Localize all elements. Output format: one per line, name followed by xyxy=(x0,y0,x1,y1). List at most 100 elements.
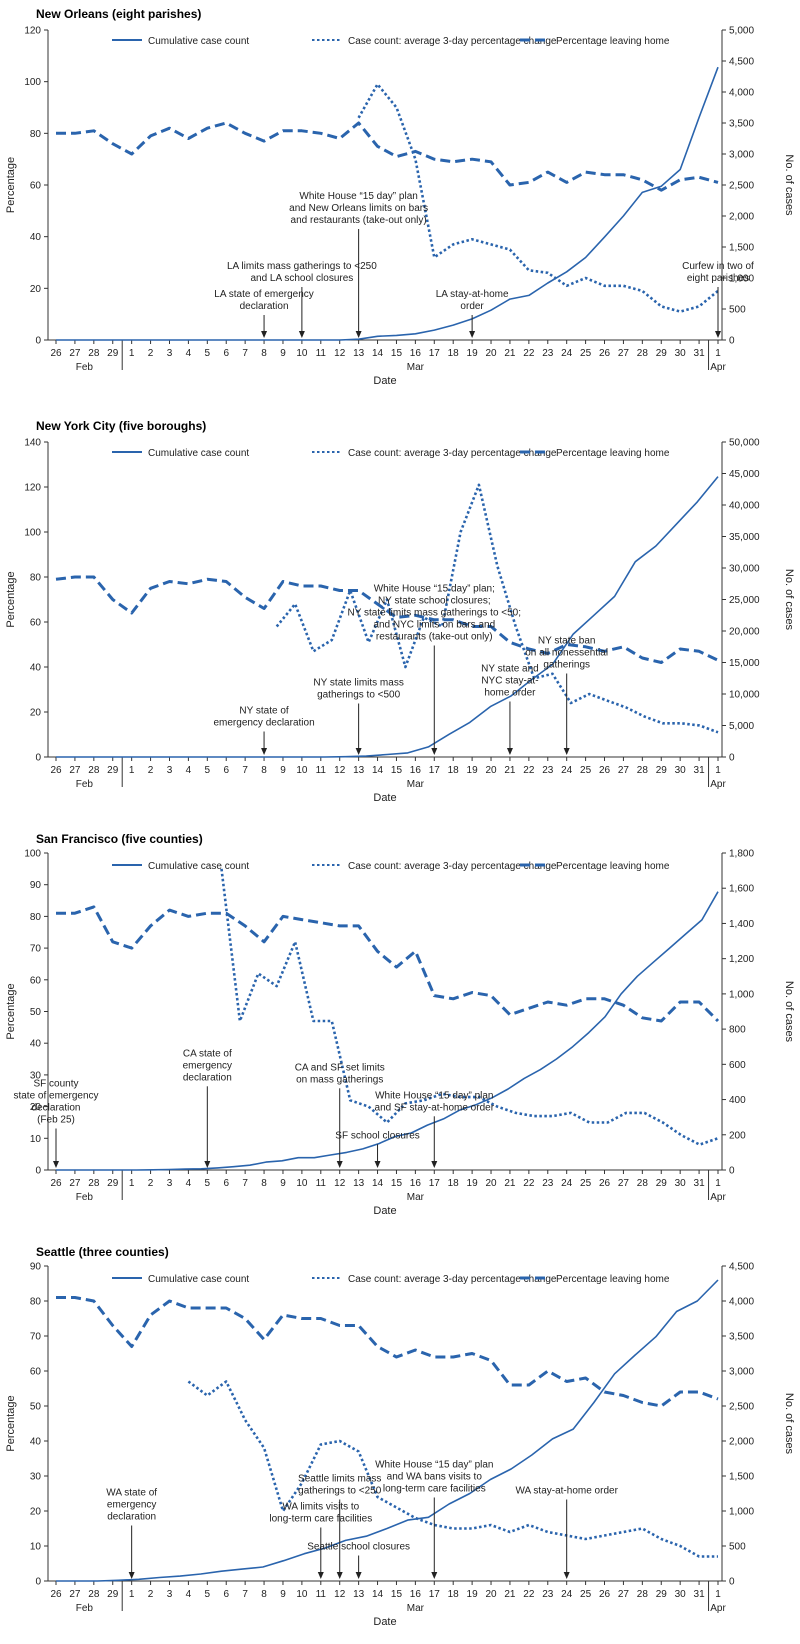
annotation-text: NY state of xyxy=(239,706,289,717)
month-label-mar: Mar xyxy=(407,362,425,373)
annotation-text: SF county xyxy=(33,1078,78,1089)
annotation-arrowhead xyxy=(53,1161,59,1168)
annotation-arrowhead xyxy=(431,748,438,755)
annotation-arrowhead xyxy=(317,1572,324,1579)
x-tick-label: 26 xyxy=(599,765,611,776)
x-tick-label: 31 xyxy=(694,1178,706,1189)
y-tick-label: 80 xyxy=(30,129,42,140)
y2-tick-label: 40,000 xyxy=(729,501,760,512)
y2-tick-label: 1,500 xyxy=(729,243,754,254)
month-label-apr: Apr xyxy=(710,779,726,790)
event-annotation: Seattle school closures xyxy=(307,1542,410,1579)
x-tick-label: 16 xyxy=(410,1589,422,1600)
x-tick-label: 29 xyxy=(107,765,119,776)
x-tick-label: 14 xyxy=(372,348,384,359)
y2-tick-label: 3,000 xyxy=(729,1367,754,1378)
annotation-text: CA state of xyxy=(183,1048,232,1059)
y2-tick-label: 500 xyxy=(729,1542,746,1553)
y2-tick-label: 50,000 xyxy=(729,438,760,449)
x-tick-label: 16 xyxy=(410,765,422,776)
x-tick-label: 3 xyxy=(167,348,173,359)
x-tick-label: 4 xyxy=(186,1178,192,1189)
y-tick-label: 20 xyxy=(30,1102,42,1113)
annotation-text: WA stay-at-home order xyxy=(515,1486,618,1497)
x-tick-label: 28 xyxy=(637,1178,649,1189)
y2-tick-label: 4,000 xyxy=(729,88,754,99)
event-annotation: SF school closures xyxy=(335,1130,420,1168)
x-tick-label: 3 xyxy=(167,1589,173,1600)
event-annotation: White House “15 day” plan;NY state schoo… xyxy=(348,584,521,755)
y-tick-label: 0 xyxy=(35,1166,41,1177)
x-tick-label: 18 xyxy=(448,765,460,776)
x-tick-label: 12 xyxy=(334,1178,346,1189)
x-tick-label: 30 xyxy=(675,348,687,359)
x-tick-label: 1 xyxy=(715,1178,721,1189)
x-tick-label: 26 xyxy=(599,1589,611,1600)
annotation-text: and New Orleans limits on bars xyxy=(289,203,428,214)
x-tick-label: 27 xyxy=(69,765,81,776)
legend-label: Percentage leaving home xyxy=(556,36,670,47)
x-tick-label: 15 xyxy=(391,348,403,359)
x-tick-label: 16 xyxy=(410,348,422,359)
annotation-arrowhead xyxy=(563,748,570,755)
annotation-text: gatherings to <250 xyxy=(298,1486,382,1497)
month-label-feb: Feb xyxy=(76,1192,94,1203)
y2-axis-title: No. of cases xyxy=(783,981,795,1043)
x-tick-label: 25 xyxy=(580,1178,592,1189)
x-tick-label: 7 xyxy=(242,1178,248,1189)
x-tick-label: 4 xyxy=(186,1589,192,1600)
x-tick-label: 27 xyxy=(69,1178,81,1189)
y-tick-label: 10 xyxy=(30,1134,42,1145)
annotation-text: and LA school closures xyxy=(250,273,353,284)
y-tick-label: 50 xyxy=(30,1402,42,1413)
y2-tick-label: 600 xyxy=(729,1060,746,1071)
annotation-text: gatherings xyxy=(543,660,590,671)
annotation-text: White House “15 day” plan xyxy=(375,1090,493,1101)
y-tick-label: 90 xyxy=(30,880,42,891)
annotation-text: long-term care facilities xyxy=(383,1484,486,1495)
x-tick-label: 9 xyxy=(280,348,286,359)
annotation-text: declaration xyxy=(240,301,289,312)
x-tick-label: 2 xyxy=(148,1178,154,1189)
x-tick-label: 22 xyxy=(523,1589,535,1600)
x-tick-label: 28 xyxy=(637,1589,649,1600)
x-tick-label: 26 xyxy=(599,348,611,359)
x-tick-label: 3 xyxy=(167,765,173,776)
x-tick-label: 14 xyxy=(372,1589,384,1600)
x-tick-label: 31 xyxy=(694,348,706,359)
y2-tick-label: 1,600 xyxy=(729,884,754,895)
x-tick-label: 24 xyxy=(561,1589,573,1600)
series-line-solid xyxy=(56,891,719,1171)
series-line-dotted xyxy=(220,868,719,1146)
x-tick-label: 16 xyxy=(410,1178,422,1189)
annotation-text: and WA bans visits to xyxy=(387,1472,483,1483)
x-tick-label: 29 xyxy=(107,1589,119,1600)
y2-tick-label: 20,000 xyxy=(729,627,760,638)
annotation-text: WA limits visits to xyxy=(282,1502,359,1513)
y-axis-title: Percentage xyxy=(5,1395,17,1451)
annotation-text: NY state and xyxy=(481,664,539,675)
annotation-text: order xyxy=(460,301,484,312)
x-tick-label: 23 xyxy=(542,1589,554,1600)
x-tick-label: 4 xyxy=(186,348,192,359)
y2-tick-label: 1,400 xyxy=(729,919,754,930)
x-tick-label: 18 xyxy=(448,1589,460,1600)
x-axis-title: Date xyxy=(373,1616,396,1628)
y2-tick-label: 1,500 xyxy=(729,1472,754,1483)
legend-label: Cumulative case count xyxy=(148,861,249,872)
x-tick-label: 4 xyxy=(186,765,192,776)
x-tick-label: 20 xyxy=(485,1589,497,1600)
annotation-arrowhead xyxy=(506,748,513,755)
x-tick-label: 17 xyxy=(429,348,441,359)
y-tick-label: 60 xyxy=(30,975,42,986)
x-tick-label: 11 xyxy=(316,765,327,776)
x-tick-label: 8 xyxy=(261,765,267,776)
annotation-text: White House “15 day” plan xyxy=(375,1460,493,1471)
